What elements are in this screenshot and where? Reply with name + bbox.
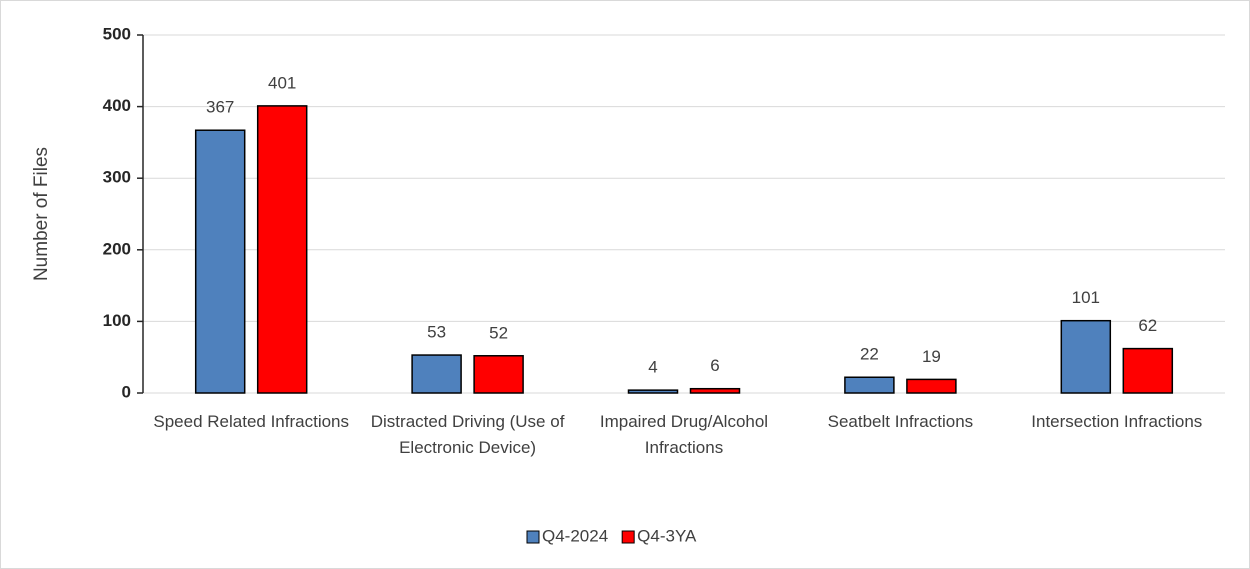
data-label: 53 xyxy=(427,323,446,342)
legend-label: Q4-3YA xyxy=(637,526,697,545)
data-label: 4 xyxy=(648,358,657,377)
data-label: 401 xyxy=(268,73,296,92)
x-tick-label: Distracted Driving (Use of Electronic De… xyxy=(370,412,565,457)
bar xyxy=(1122,347,1174,394)
y-tick-label: 0 xyxy=(122,382,131,401)
x-tick-label: Impaired Drug/Alcohol Infractions xyxy=(599,412,769,457)
data-label: 367 xyxy=(206,98,234,117)
y-tick-label: 500 xyxy=(103,24,131,43)
y-tick-label: 300 xyxy=(103,168,131,187)
data-label: 62 xyxy=(1138,316,1157,335)
x-tick-label: Speed Related Infractions xyxy=(153,412,349,431)
legend-swatch xyxy=(621,530,635,544)
bar xyxy=(473,355,524,394)
y-tick-label: 400 xyxy=(103,96,131,115)
legend-swatch xyxy=(526,530,540,544)
bar xyxy=(906,378,957,394)
y-tick-label: 100 xyxy=(103,311,131,330)
bar xyxy=(627,389,679,394)
legend-label: Q4-2024 xyxy=(542,526,608,545)
data-label: 52 xyxy=(489,323,508,342)
bar xyxy=(844,376,895,394)
x-tick-label: Intersection Infractions xyxy=(1031,412,1203,431)
bar xyxy=(1060,319,1112,394)
bar xyxy=(256,105,308,394)
x-tick-label: Seatbelt Infractions xyxy=(827,412,974,431)
y-axis-title: Number of Files xyxy=(31,147,52,281)
bar xyxy=(411,354,462,394)
data-label: 6 xyxy=(710,356,719,375)
data-label: 101 xyxy=(1072,288,1100,307)
y-tick-label: 200 xyxy=(103,239,131,258)
data-label: 19 xyxy=(922,347,941,366)
bar xyxy=(689,387,741,394)
bar xyxy=(194,129,246,394)
data-label: 22 xyxy=(860,345,879,364)
